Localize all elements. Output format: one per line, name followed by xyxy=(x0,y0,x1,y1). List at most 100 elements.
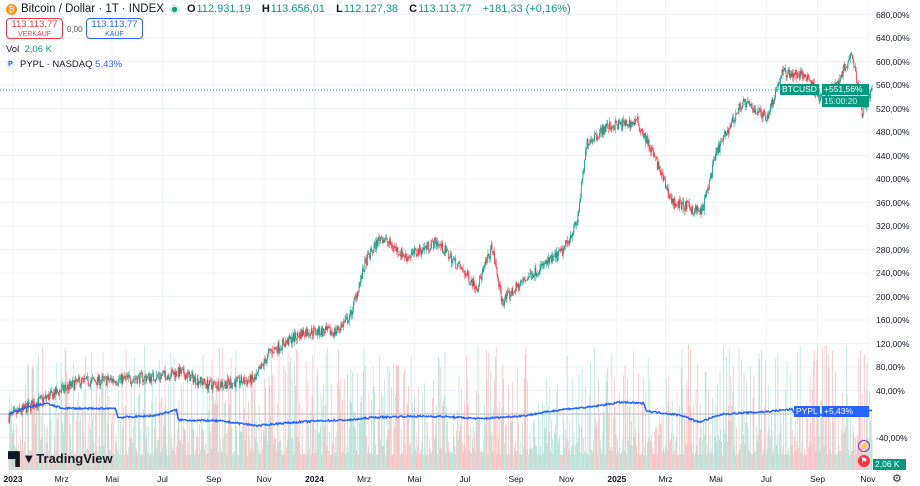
sell-button[interactable]: 113.113,77 VERKAUF xyxy=(6,18,63,39)
volume-bar xyxy=(834,454,836,470)
volume-bar xyxy=(560,454,561,470)
candle-body xyxy=(472,278,474,287)
volume-bar xyxy=(705,371,707,470)
volume-bar xyxy=(585,386,586,470)
volume-legend[interactable]: Vol 2,06 K xyxy=(6,44,52,55)
candle-body xyxy=(199,382,201,384)
candle-body xyxy=(670,196,672,203)
candle-body xyxy=(415,249,417,255)
candle-body xyxy=(278,342,280,352)
candle-body xyxy=(330,331,332,335)
volume-bar xyxy=(251,371,253,470)
candle-body xyxy=(629,120,631,128)
candle-body xyxy=(494,262,496,265)
volume-bar xyxy=(607,368,609,470)
candle-body xyxy=(788,69,790,73)
candle-body xyxy=(556,251,558,261)
candle-body xyxy=(594,133,596,135)
volume-bar xyxy=(603,410,604,470)
volume-bar xyxy=(189,422,191,470)
volume-bar xyxy=(442,401,444,470)
candle-body xyxy=(839,78,841,82)
candle-body xyxy=(309,333,311,337)
candle-body xyxy=(608,121,610,129)
volume-bar xyxy=(729,420,731,470)
candle-body xyxy=(186,372,188,379)
candle-body xyxy=(193,378,195,383)
volume-bar xyxy=(734,407,736,470)
buy-button[interactable]: 113.113,77 KAUF xyxy=(86,18,143,39)
candle-body xyxy=(67,385,68,390)
candle-body xyxy=(488,253,490,256)
candle-body xyxy=(433,241,434,249)
compare-legend[interactable]: P PYPL · NASDAQ 5,43% xyxy=(6,59,122,70)
volume-bar xyxy=(408,385,410,470)
lightning-event-icon[interactable]: ⚡ xyxy=(858,440,870,452)
candle-body xyxy=(494,251,495,265)
candle-body xyxy=(592,140,594,142)
volume-bar xyxy=(178,401,180,470)
candle-body xyxy=(161,375,163,376)
candle-body xyxy=(449,255,451,259)
volume-bar xyxy=(366,435,367,470)
volume-bar xyxy=(838,445,840,470)
candle-body xyxy=(176,371,177,376)
flag-event-icon[interactable]: ⚑ xyxy=(858,455,870,467)
candle-body xyxy=(162,372,164,374)
volume-bar xyxy=(471,439,473,470)
candle-body xyxy=(362,268,364,272)
volume-bar xyxy=(524,353,526,470)
candle-body xyxy=(520,281,522,285)
candle-body xyxy=(485,260,486,266)
settings-gear-icon[interactable]: ⚙ xyxy=(892,473,902,485)
volume-bar xyxy=(760,429,761,470)
candle-body xyxy=(289,335,291,339)
volume-bar xyxy=(748,450,750,470)
volume-bar xyxy=(69,423,71,470)
volume-bar xyxy=(756,425,757,470)
btc-series-tag[interactable]: BTCUSD xyxy=(780,83,819,95)
candle-body xyxy=(417,248,419,256)
volume-bar xyxy=(637,453,638,470)
volume-bar xyxy=(95,413,96,470)
volume-bar xyxy=(80,415,82,470)
candle-body xyxy=(139,373,141,384)
symbol-title[interactable]: Bitcoin / Dollar · 1T · INDEX xyxy=(21,3,164,15)
candle-body xyxy=(491,244,493,252)
volume-bar xyxy=(46,443,48,470)
candle-body xyxy=(205,382,206,385)
volume-bar xyxy=(771,430,773,470)
candle-body xyxy=(427,242,429,247)
volume-bar xyxy=(460,424,462,470)
candle-body xyxy=(144,376,146,377)
volume-bar xyxy=(839,451,841,470)
volume-bar xyxy=(427,422,429,470)
volume-bar xyxy=(409,444,410,470)
volume-bar xyxy=(639,454,641,470)
volume-bar xyxy=(130,379,132,470)
candle-body xyxy=(412,249,414,253)
tradingview-logo[interactable]: ▀▌▼ TradingView xyxy=(8,451,113,466)
candle-body xyxy=(599,132,600,138)
volume-bar xyxy=(791,445,793,470)
volume-bar xyxy=(353,426,355,470)
volume-bar xyxy=(595,427,597,470)
volume-bar xyxy=(374,391,376,470)
volume-bar xyxy=(53,453,54,470)
volume-bar xyxy=(680,367,682,470)
candle-body xyxy=(765,120,767,121)
volume-bar xyxy=(101,374,103,470)
volume-bar xyxy=(551,420,552,470)
candle-body xyxy=(169,377,171,379)
candle-body xyxy=(286,338,288,343)
pypl-series-tag[interactable]: PYPL xyxy=(794,405,820,417)
volume-bar xyxy=(236,429,238,470)
volume-bar xyxy=(437,453,438,470)
volume-bar xyxy=(301,408,303,470)
volume-bar xyxy=(141,454,143,470)
market-status-icon[interactable] xyxy=(169,4,179,14)
volume-bar xyxy=(727,405,729,470)
volume-bar xyxy=(714,436,716,470)
candle-body xyxy=(806,77,808,81)
